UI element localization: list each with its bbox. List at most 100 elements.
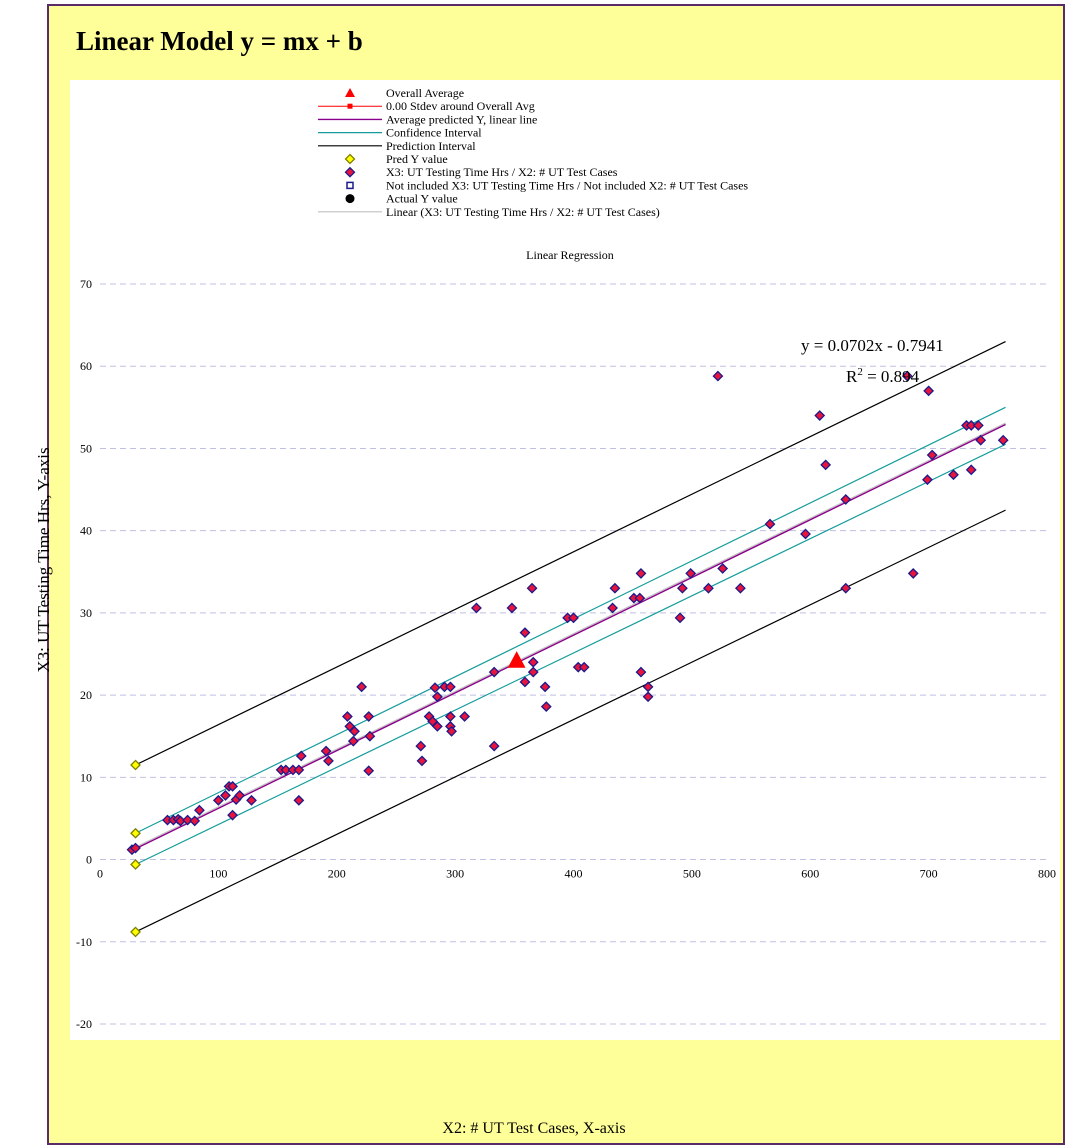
data-point — [212, 794, 224, 806]
r-squared-prefix: R — [846, 367, 858, 386]
data-point — [527, 666, 539, 678]
data-point — [539, 681, 551, 693]
data-point — [347, 735, 359, 747]
data-point — [972, 420, 984, 431]
prediction-interval-lower — [135, 509, 1006, 933]
data-point — [540, 701, 552, 713]
data-point — [948, 469, 959, 481]
x-tick-label: 500 — [683, 867, 701, 881]
y-tick-label: 70 — [80, 277, 92, 291]
data-point — [293, 764, 305, 776]
data-point — [488, 740, 500, 752]
data-point — [703, 582, 714, 594]
x-tick-label: 600 — [801, 867, 819, 881]
pred-y-point — [130, 859, 141, 870]
data-point — [840, 582, 852, 594]
data-point — [429, 682, 441, 694]
data-point — [997, 434, 1009, 446]
data-point — [814, 410, 826, 421]
data-point — [519, 627, 531, 639]
data-point — [965, 464, 977, 476]
data-point — [227, 809, 238, 821]
data-point — [363, 765, 375, 777]
pred-y-point — [130, 759, 141, 771]
legend-marker-triangle — [345, 88, 355, 97]
data-point — [526, 582, 538, 594]
data-point — [634, 592, 646, 604]
data-point — [364, 730, 376, 742]
x-tick-label: 700 — [920, 867, 938, 881]
data-point — [975, 434, 987, 446]
r-squared-value: = 0.894 — [863, 367, 920, 386]
confidence-interval-upper — [135, 406, 1006, 834]
y-tick-label: 10 — [80, 770, 92, 784]
r-squared-superscript: 2 — [857, 366, 863, 378]
y-axis-label-wrap: X3: UT Testing Time Hrs, Y-axis — [0, 80, 88, 1040]
data-point — [635, 568, 647, 579]
y-tick-label: 20 — [80, 688, 92, 702]
data-point — [642, 691, 654, 703]
y-tick-label: 40 — [80, 524, 92, 538]
x-tick-label: 300 — [446, 867, 464, 881]
data-point — [431, 720, 443, 732]
chart-title: Linear Regression — [526, 248, 614, 262]
data-point — [506, 602, 518, 614]
x-axis-label: X2: # UT Test Cases, X-axis — [442, 1120, 626, 1137]
data-point — [280, 764, 292, 776]
y-tick-label: 30 — [80, 606, 92, 620]
data-point — [234, 790, 246, 801]
data-point — [446, 725, 457, 737]
legend-label: Not included X3: UT Testing Time Hrs / N… — [386, 178, 748, 192]
y-tick-label: 0 — [86, 853, 92, 867]
y-tick-label: 60 — [80, 359, 92, 373]
data-point — [416, 755, 428, 767]
data-point — [800, 528, 811, 540]
data-point — [764, 518, 776, 530]
data-point — [189, 815, 201, 827]
legend-label: Confidence Interval — [386, 126, 482, 140]
legend-label: Pred Y value — [386, 152, 448, 166]
data-point — [676, 582, 688, 594]
legend-marker-square-red — [347, 103, 353, 109]
x-tick-label: 200 — [328, 867, 346, 881]
data-point — [246, 794, 257, 806]
x-tick-label: 400 — [565, 867, 583, 881]
data-point — [527, 656, 539, 668]
y-axis-label: X3: UT Testing Time Hrs, Y-axis — [34, 447, 53, 673]
data-point — [922, 474, 933, 486]
x-tick-label: 100 — [209, 867, 227, 881]
page-title: Linear Model y = mx + b — [76, 26, 363, 56]
linear-trendline — [135, 422, 1006, 848]
confidence-interval-lower — [135, 443, 1006, 866]
data-point — [734, 582, 746, 594]
data-point — [415, 740, 427, 752]
legend-label: Prediction Interval — [386, 139, 476, 153]
data-point — [685, 568, 697, 579]
data-point — [607, 602, 618, 614]
legend-marker-blue-square — [346, 181, 354, 190]
data-point — [926, 449, 938, 461]
legend-label: Linear (X3: UT Testing Time Hrs / X2: # … — [386, 205, 660, 219]
data-point — [295, 750, 307, 762]
x-tick-label: 0 — [97, 867, 103, 881]
y-tick-label: 50 — [80, 441, 92, 455]
data-point — [907, 568, 919, 579]
legend-label: Average predicted Y, linear line — [386, 112, 537, 126]
data-point — [323, 755, 334, 767]
r-squared-label: R2 = 0.894 — [846, 366, 920, 386]
data-point — [182, 814, 194, 826]
data-point — [488, 666, 500, 678]
data-point — [901, 370, 913, 382]
avg-predicted-line — [135, 423, 1006, 850]
legend-label: X3: UT Testing Time Hrs / X2: # UT Test … — [386, 165, 618, 179]
data-point — [712, 370, 724, 382]
pred-y-point — [130, 827, 141, 839]
data-point — [609, 582, 621, 594]
legend-marker-yellow-diamond — [344, 153, 356, 165]
data-point — [194, 804, 205, 816]
data-point — [568, 612, 579, 624]
data-point — [356, 681, 368, 693]
data-point — [923, 385, 935, 397]
legend-marker-black-circle — [345, 194, 355, 204]
